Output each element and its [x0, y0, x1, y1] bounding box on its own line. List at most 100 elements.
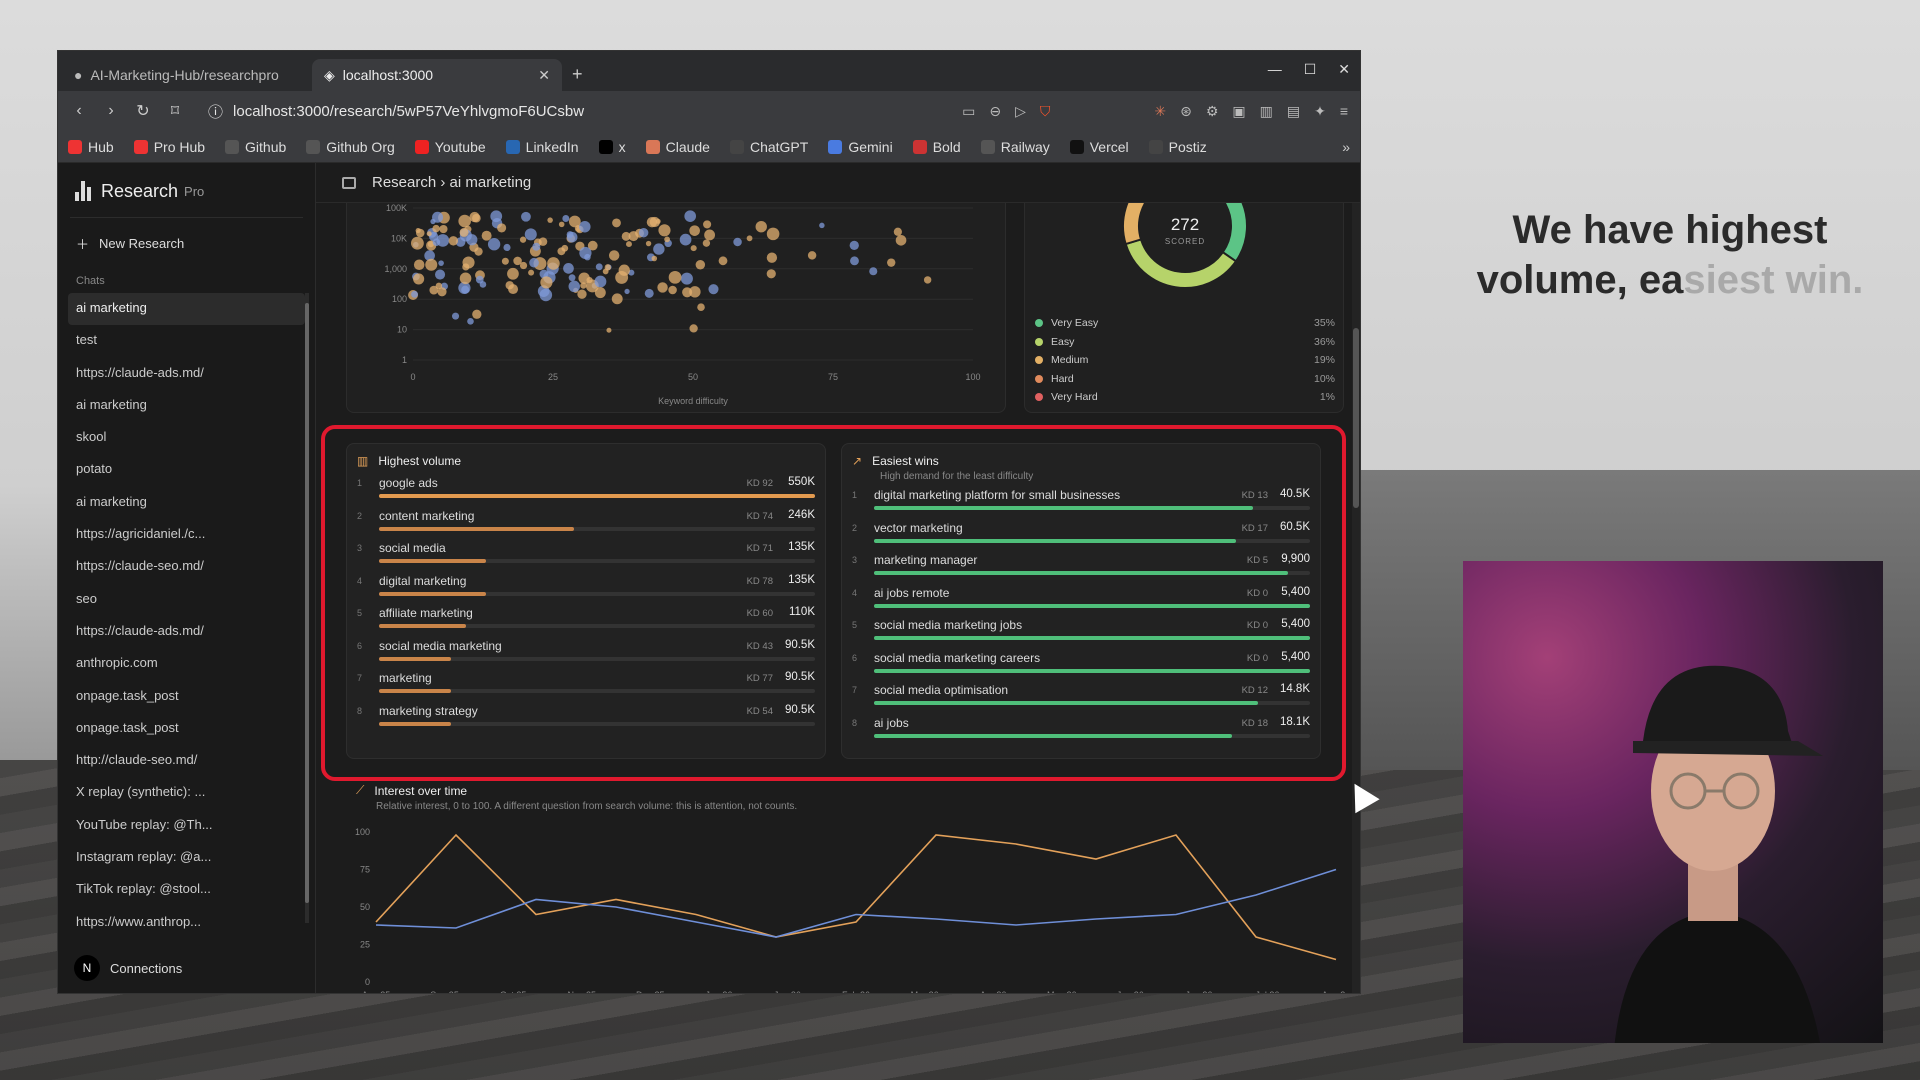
scatter-point[interactable] — [645, 240, 652, 247]
tab-localhost[interactable]: ◈ localhost:3000 ✕ — [312, 59, 562, 91]
list-item[interactable]: 4 digital marketing KD 78 135K — [357, 574, 815, 607]
minimize-icon[interactable]: — — [1267, 61, 1282, 77]
leo-icon[interactable]: ✦ — [1314, 102, 1326, 119]
bookmark-x[interactable]: x — [598, 139, 626, 155]
scatter-point[interactable] — [608, 250, 620, 261]
scatter-point[interactable] — [690, 245, 697, 252]
scatter-point[interactable] — [638, 227, 649, 238]
scatter-point[interactable] — [524, 228, 537, 241]
scatter-point[interactable] — [893, 227, 902, 236]
scatter-point[interactable] — [702, 239, 711, 247]
scatter-point[interactable] — [704, 229, 716, 241]
scatter-point[interactable] — [459, 227, 469, 237]
maximize-icon[interactable]: ☐ — [1303, 61, 1317, 77]
bookmark-vercel[interactable]: Vercel — [1069, 139, 1129, 155]
chat-item[interactable]: https://claude-ads.md/ — [76, 622, 204, 638]
scatter-point[interactable] — [579, 246, 592, 260]
scatter-point[interactable] — [519, 261, 528, 270]
scatter-point[interactable] — [746, 235, 753, 242]
reload-icon[interactable]: ↻ — [136, 103, 150, 120]
new-tab-button[interactable]: + — [572, 64, 583, 84]
scatter-point[interactable] — [577, 289, 587, 299]
scatter-point[interactable] — [655, 218, 661, 224]
scatter-point[interactable] — [513, 256, 522, 266]
chat-item[interactable]: skool — [76, 429, 107, 445]
scatter-point[interactable] — [459, 272, 472, 285]
list-item[interactable]: 4 ai jobs remote KD 0 5,400 — [852, 586, 1310, 619]
scatter-point[interactable] — [437, 287, 447, 297]
scatter-point[interactable] — [568, 274, 576, 282]
chat-item[interactable]: YouTube replay: @Th... — [76, 816, 213, 832]
scatter-point[interactable] — [695, 260, 706, 270]
send-icon[interactable]: ▷ — [1015, 102, 1026, 119]
scatter-point[interactable] — [679, 233, 692, 246]
claude-ext-icon[interactable]: ✳ — [1154, 102, 1167, 119]
scatter-point[interactable] — [461, 285, 470, 294]
list-item[interactable]: 2 vector marketing KD 17 60.5K — [852, 521, 1310, 554]
scatter-point[interactable] — [411, 236, 424, 250]
list-item[interactable]: 7 social media optimisation KD 12 14.8K — [852, 683, 1310, 716]
menu-icon[interactable]: ≡ — [1339, 102, 1348, 119]
scatter-point[interactable] — [448, 236, 459, 246]
scatter-point[interactable] — [689, 225, 700, 236]
scatter-point[interactable] — [547, 257, 560, 270]
scatter-point[interactable] — [594, 275, 607, 288]
scatter-point[interactable] — [462, 256, 475, 269]
list-item[interactable]: 6 social media marketing KD 43 90.5K — [357, 639, 815, 672]
scatter-point[interactable] — [566, 231, 574, 238]
scatter-point[interactable] — [529, 257, 539, 268]
scatter-point[interactable] — [615, 270, 629, 284]
scatter-point[interactable] — [708, 284, 719, 295]
scatter-point[interactable] — [432, 224, 440, 233]
chat-item[interactable]: seo — [76, 590, 97, 606]
bookmark-hub[interactable]: Hub — [68, 139, 114, 155]
scatter-point[interactable] — [668, 270, 682, 284]
openai-ext-icon[interactable]: ⊛ — [1180, 102, 1192, 119]
scatter-point[interactable] — [604, 264, 611, 271]
bookmark-github[interactable]: Github — [225, 139, 286, 155]
scatter-point[interactable] — [561, 244, 569, 252]
address-bar[interactable]: ⓘ localhost:3000/research/5wP57VeYhlvgmo… — [198, 96, 948, 126]
list-item[interactable]: 5 affiliate marketing KD 60 110K — [357, 606, 815, 639]
list-item[interactable]: 2 content marketing KD 74 246K — [357, 509, 815, 542]
main-scrollbar[interactable] — [1352, 203, 1360, 993]
scatter-point[interactable] — [697, 303, 705, 312]
scatter-point[interactable] — [568, 280, 580, 293]
wallet-icon[interactable]: ▤ — [1286, 102, 1301, 119]
breadcrumb-root[interactable]: Research — [372, 174, 437, 191]
scatter-point[interactable] — [606, 327, 612, 333]
scatter-point[interactable] — [594, 287, 606, 299]
bookmark-icon[interactable]: ⌑ — [170, 103, 180, 120]
scatter-point[interactable] — [807, 251, 817, 260]
scatter-point[interactable] — [611, 293, 623, 305]
scatter-point[interactable] — [432, 211, 444, 223]
scatter-point[interactable] — [624, 288, 630, 295]
list-item[interactable]: 3 marketing manager KD 5 9,900 — [852, 553, 1310, 586]
zoom-icon[interactable]: ⊖ — [989, 102, 1002, 119]
screenshot-icon[interactable]: ▣ — [1232, 102, 1246, 119]
scatter-point[interactable] — [563, 263, 574, 274]
scatter-point[interactable] — [497, 223, 507, 233]
list-item[interactable]: 1 digital marketing platform for small bu… — [852, 488, 1310, 521]
scatter-point[interactable] — [487, 238, 501, 251]
bookmark-bold[interactable]: Bold — [912, 139, 961, 155]
chat-item[interactable]: https://agricidaniel./c... — [76, 526, 206, 542]
list-item[interactable]: 6 social media marketing careers KD 0 5,400 — [852, 651, 1310, 684]
scatter-point[interactable] — [755, 220, 767, 233]
chat-item[interactable]: onpage.task_post — [76, 687, 179, 703]
bookmark-railway[interactable]: Railway — [980, 139, 1050, 155]
scatter-point[interactable] — [425, 258, 438, 271]
brave-shield-icon[interactable]: ⛉ — [1039, 102, 1051, 119]
scatter-point[interactable] — [653, 243, 665, 255]
scatter-point[interactable] — [766, 252, 778, 263]
bookmark-postiz[interactable]: Postiz — [1148, 139, 1207, 155]
bookmark-pro-hub[interactable]: Pro Hub — [133, 139, 205, 155]
list-item[interactable]: 1 google ads KD 92 550K — [357, 476, 815, 509]
scatter-point[interactable] — [539, 269, 549, 279]
scatter-point[interactable] — [540, 276, 553, 289]
donut-slice-easy[interactable] — [1124, 238, 1238, 289]
scatter-point[interactable] — [718, 256, 728, 266]
scatter-point[interactable] — [427, 241, 434, 248]
scatter-point[interactable] — [682, 287, 693, 298]
bookmark-gemini[interactable]: Gemini — [828, 139, 893, 155]
